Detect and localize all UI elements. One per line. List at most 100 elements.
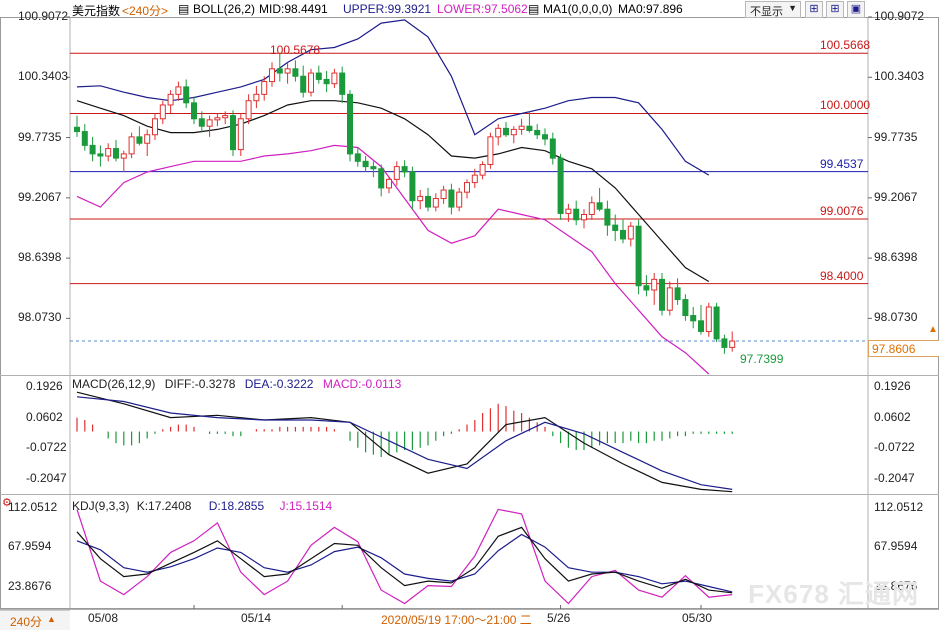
period-button[interactable]: 240分 ▲ [0,610,70,630]
candle-body [440,189,447,200]
kdj-d-label: D:18.2855 [208,499,265,513]
candle-body [417,195,424,202]
candle-body [331,72,338,85]
level-label: 99.4537 [820,156,864,171]
macd-header: MACD(26,12,9) DIFF:-0.3278 DEA:-0.3222 M… [72,377,401,391]
candle-body [503,127,509,136]
current-price-arrow-icon: ▲ [928,324,938,335]
candle-body [588,202,595,215]
candle-body [526,125,533,131]
macd-tick-label-left: 0.1926 [26,378,63,393]
candle-body [557,157,564,214]
candle-body [261,81,268,95]
candle-body [89,144,96,155]
candle-body [347,93,353,155]
boll-upper-line [76,19,710,176]
candle-body [214,117,221,121]
kdj-tick-label-left: 23.8676 [8,578,52,593]
candle-body [721,338,728,348]
candle-body [222,115,229,119]
candle-body [448,189,455,208]
price-tick-label-right: 99.2067 [874,189,918,204]
candle-body [97,153,104,157]
main-header: 美元指数 <240分> ▤ BOLL(26,2) MID:98.4491 UPP… [0,0,939,18]
candle-body [308,72,314,93]
candle-body [534,129,541,136]
candle-body [300,75,307,93]
candle-body [456,191,463,208]
candle-body [378,168,385,189]
kdj-j-line [76,508,733,605]
kdj-k-label: K:17.2408 [136,499,192,513]
level-label: 99.0076 [820,204,864,218]
candle-body [651,278,658,291]
candle-body [120,153,127,159]
kdj-title: KDJ(9,3,3) [72,499,130,513]
window-icon[interactable]: ▤ [178,2,190,16]
candle-body [487,136,494,166]
candle-body [113,148,119,159]
candle-body [682,299,689,317]
candle-body [81,131,88,146]
ma1-label: MA1(0,0,0,0) [543,2,613,16]
macd-tick-label-right: 0.1926 [874,378,911,393]
ma0-label: MA0:97.896 [618,2,683,16]
period-tag: <240分> [122,4,169,18]
level-label: 100.0000 [820,98,871,113]
kdj-j-label: J:15.1514 [279,499,333,513]
price-tick-label-right: 98.0730 [874,310,918,325]
x-date-label: 05/30 [682,611,713,625]
level-label: 98.4000 [820,268,864,283]
price-tick-label-left: 100.9072 [18,9,69,23]
candle-body [175,86,182,95]
candle-body [549,138,556,159]
candle-body [401,166,408,173]
high-annotation: 100.5678 [270,43,321,57]
settings-gear-icon[interactable]: ⚙ [2,497,12,509]
instrument-name: 美元指数 [72,4,121,18]
candle-body [136,136,143,144]
candle-body [206,119,213,127]
candle-body [620,229,626,240]
candle-body [713,306,720,340]
candle-body [432,198,439,208]
macd-dea-line [76,396,733,490]
price-tick-label-right: 100.3403 [874,69,925,84]
candle-body [276,68,283,74]
zoom-in-icon[interactable]: ⊞ [826,1,844,18]
price-tick-label-left: 98.0730 [18,310,62,325]
cursor-time-label: 2020/05/19 17:00～21:00 二 [381,613,532,627]
window-icon-2[interactable]: ▤ [528,2,540,16]
kdj-tick-label-right: 23.8676 [874,578,918,593]
candle-body [612,224,619,231]
kdj-tick-label-right: 67.9594 [874,539,918,554]
candle-body [425,195,431,208]
macd-dea-label: DEA:-0.3222 [244,377,314,391]
candle-body [198,118,205,127]
price-tick-label-left: 98.6398 [18,250,62,265]
grid-layout-icon[interactable]: ⊞ [805,1,823,18]
triangle-up-icon: ▲ [47,614,56,624]
candle-body [159,104,166,120]
candle-body [230,115,236,151]
price-tick-label-right: 99.7735 [874,129,918,144]
boll-upper-label: UPPER:99.3921 [343,2,432,16]
candle-body [237,118,244,151]
candle-body [674,287,681,301]
candle-body [370,166,377,170]
x-date-label: 05/08 [88,611,119,625]
fullscreen-icon[interactable]: ▣ [847,1,865,18]
x-date-label: 5/26 [547,611,571,625]
candle-body [464,182,470,193]
candle-body [152,118,158,136]
candle-body [510,128,517,136]
candle-body [339,72,346,95]
candle-body [144,134,151,144]
macd-diff-label: DIFF:-0.3278 [164,377,236,391]
boll-lower-line [76,144,710,375]
candle-body [479,164,486,176]
candle-body [167,93,174,106]
display-dropdown[interactable]: 不显示 ▼ [745,1,801,18]
candle-body [596,202,603,210]
